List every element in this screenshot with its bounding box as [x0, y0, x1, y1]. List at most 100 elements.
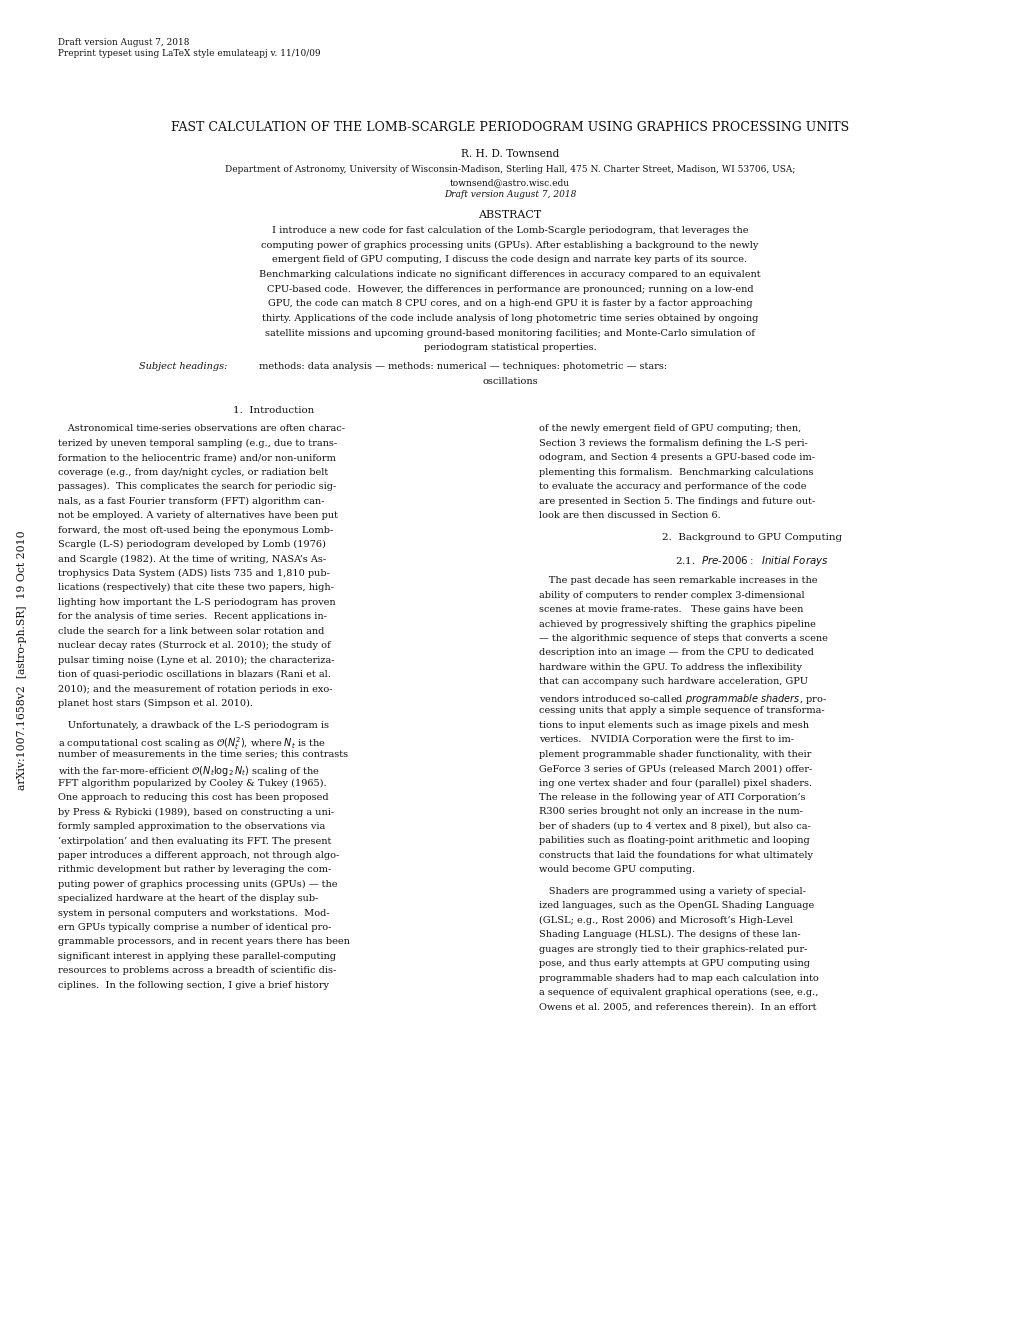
Text: planet host stars (Simpson et al. 2010).: planet host stars (Simpson et al. 2010). [58, 700, 253, 708]
Text: grammable processors, and in recent years there has been: grammable processors, and in recent year… [58, 937, 350, 946]
Text: with the far-more-efficient $\mathcal{O}(N_t \log_2 N_t)$ scaling of the: with the far-more-efficient $\mathcal{O}… [58, 764, 319, 777]
Text: Benchmarking calculations indicate no significant differences in accuracy compar: Benchmarking calculations indicate no si… [259, 269, 760, 279]
Text: lications (respectively) that cite these two papers, high-: lications (respectively) that cite these… [58, 583, 333, 593]
Text: 2.1.  $\it{Pre}$-$\it{2006:}$  $\it{Initial\ Forays}$: 2.1. $\it{Pre}$-$\it{2006:}$ $\it{Initia… [675, 554, 827, 569]
Text: R300 series brought not only an increase in the num-: R300 series brought not only an increase… [538, 808, 802, 816]
Text: R. H. D. Townsend: R. H. D. Townsend [461, 149, 558, 160]
Text: methods: data analysis — methods: numerical — techniques: photometric — stars:: methods: data analysis — methods: numeri… [259, 362, 666, 371]
Text: rithmic development but rather by leveraging the com-: rithmic development but rather by levera… [58, 865, 331, 874]
Text: pulsar timing noise (Lyne et al. 2010); the characteriza-: pulsar timing noise (Lyne et al. 2010); … [58, 656, 334, 665]
Text: (GLSL; e.g., Rost 2006) and Microsoft’s High-Level: (GLSL; e.g., Rost 2006) and Microsoft’s … [538, 916, 792, 925]
Text: I introduce a new code for fast calculation of the Lomb-Scargle periodogram, tha: I introduce a new code for fast calculat… [271, 226, 748, 235]
Text: Unfortunately, a drawback of the L-S periodogram is: Unfortunately, a drawback of the L-S per… [58, 721, 329, 730]
Text: Shading Language (HLSL). The designs of these lan-: Shading Language (HLSL). The designs of … [538, 931, 799, 940]
Text: Preprint typeset using LaTeX style emulateapj v. 11/10/09: Preprint typeset using LaTeX style emula… [58, 49, 320, 58]
Text: ern GPUs typically comprise a number of identical pro-: ern GPUs typically comprise a number of … [58, 923, 331, 932]
Text: FFT algorithm popularized by Cooley & Tukey (1965).: FFT algorithm popularized by Cooley & Tu… [58, 779, 326, 788]
Text: Subject headings:: Subject headings: [139, 362, 227, 371]
Text: puting power of graphics processing units (GPUs) — the: puting power of graphics processing unit… [58, 879, 337, 888]
Text: tion of quasi-periodic oscillations in blazars (Rani et al.: tion of quasi-periodic oscillations in b… [58, 671, 331, 680]
Text: CPU-based code.  However, the differences in performance are pronounced; running: CPU-based code. However, the differences… [266, 285, 753, 293]
Text: vendors introduced so-called $\it{programmable\ shaders}$, pro-: vendors introduced so-called $\it{progra… [538, 692, 825, 706]
Text: ability of computers to render complex 3-dimensional: ability of computers to render complex 3… [538, 590, 803, 599]
Text: nals, as a fast Fourier transform (FFT) algorithm can-: nals, as a fast Fourier transform (FFT) … [58, 496, 324, 506]
Text: computing power of graphics processing units (GPUs). After establishing a backgr: computing power of graphics processing u… [261, 240, 758, 249]
Text: oscillations: oscillations [482, 378, 537, 385]
Text: plement programmable shader functionality, with their: plement programmable shader functionalit… [538, 750, 810, 759]
Text: of the newly emergent field of GPU computing; then,: of the newly emergent field of GPU compu… [538, 425, 800, 433]
Text: system in personal computers and workstations.  Mod-: system in personal computers and worksta… [58, 908, 329, 917]
Text: scenes at movie frame-rates.   These gains have been: scenes at movie frame-rates. These gains… [538, 605, 802, 614]
Text: pose, and thus early attempts at GPU computing using: pose, and thus early attempts at GPU com… [538, 960, 809, 968]
Text: achieved by progressively shifting the graphics pipeline: achieved by progressively shifting the g… [538, 619, 814, 628]
Text: odogram, and Section 4 presents a GPU-based code im-: odogram, and Section 4 presents a GPU-ba… [538, 453, 814, 462]
Text: The release in the following year of ATI Corporation’s: The release in the following year of ATI… [538, 793, 804, 803]
Text: thirty. Applications of the code include analysis of long photometric time serie: thirty. Applications of the code include… [262, 314, 757, 323]
Text: 2010); and the measurement of rotation periods in exo-: 2010); and the measurement of rotation p… [58, 685, 332, 694]
Text: would become GPU computing.: would become GPU computing. [538, 865, 694, 874]
Text: that can accompany such hardware acceleration, GPU: that can accompany such hardware acceler… [538, 677, 807, 686]
Text: a computational cost scaling as $\mathcal{O}(N_t^2)$, where $N_t$ is the: a computational cost scaling as $\mathca… [58, 735, 326, 752]
Text: — the algorithmic sequence of steps that converts a scene: — the algorithmic sequence of steps that… [538, 634, 826, 643]
Text: Astronomical time-series observations are often charac-: Astronomical time-series observations ar… [58, 425, 344, 433]
Text: Scargle (L-S) periodogram developed by Lomb (1976): Scargle (L-S) periodogram developed by L… [58, 540, 326, 549]
Text: Department of Astronomy, University of Wisconsin-Madison, Sterling Hall, 475 N. : Department of Astronomy, University of W… [224, 165, 795, 174]
Text: FAST CALCULATION OF THE LOMB-SCARGLE PERIODOGRAM USING GRAPHICS PROCESSING UNITS: FAST CALCULATION OF THE LOMB-SCARGLE PER… [171, 121, 848, 135]
Text: guages are strongly tied to their graphics-related pur-: guages are strongly tied to their graphi… [538, 945, 806, 954]
Text: and Scargle (1982). At the time of writing, NASA’s As-: and Scargle (1982). At the time of writi… [58, 554, 326, 564]
Text: Owens et al. 2005, and references therein).  In an effort: Owens et al. 2005, and references therei… [538, 1003, 815, 1011]
Text: 2.  Background to GPU Computing: 2. Background to GPU Computing [661, 533, 841, 541]
Text: townsend@astro.wisc.edu: townsend@astro.wisc.edu [449, 178, 570, 187]
Text: by Press & Rybicki (1989), based on constructing a uni-: by Press & Rybicki (1989), based on cons… [58, 808, 334, 817]
Text: coverage (e.g., from day/night cycles, or radiation belt: coverage (e.g., from day/night cycles, o… [58, 467, 328, 477]
Text: The past decade has seen remarkable increases in the: The past decade has seen remarkable incr… [538, 576, 816, 585]
Text: periodogram statistical properties.: periodogram statistical properties. [423, 343, 596, 352]
Text: specialized hardware at the heart of the display sub-: specialized hardware at the heart of the… [58, 894, 318, 903]
Text: for the analysis of time series.  Recent applications in-: for the analysis of time series. Recent … [58, 612, 327, 622]
Text: clude the search for a link between solar rotation and: clude the search for a link between sola… [58, 627, 324, 636]
Text: resources to problems across a breadth of scientific dis-: resources to problems across a breadth o… [58, 966, 336, 975]
Text: ciplines.  In the following section, I give a brief history: ciplines. In the following section, I gi… [58, 981, 329, 990]
Text: cessing units that apply a simple sequence of transforma-: cessing units that apply a simple sequen… [538, 706, 823, 715]
Text: GeForce 3 series of GPUs (released March 2001) offer-: GeForce 3 series of GPUs (released March… [538, 764, 811, 774]
Text: emergent field of GPU computing, I discuss the code design and narrate key parts: emergent field of GPU computing, I discu… [272, 255, 747, 264]
Text: Shaders are programmed using a variety of special-: Shaders are programmed using a variety o… [538, 887, 805, 896]
Text: lighting how important the L-S periodogram has proven: lighting how important the L-S periodogr… [58, 598, 335, 607]
Text: forward, the most oft-used being the eponymous Lomb-: forward, the most oft-used being the epo… [58, 525, 333, 535]
Text: Section 3 reviews the formalism defining the L-S peri-: Section 3 reviews the formalism defining… [538, 438, 806, 447]
Text: not be employed. A variety of alternatives have been put: not be employed. A variety of alternativ… [58, 511, 338, 520]
Text: pabilities such as floating-point arithmetic and looping: pabilities such as floating-point arithm… [538, 837, 808, 845]
Text: look are then discussed in Section 6.: look are then discussed in Section 6. [538, 511, 719, 520]
Text: hardware within the GPU. To address the inflexibility: hardware within the GPU. To address the … [538, 663, 801, 672]
Text: GPU, the code can match 8 CPU cores, and on a high-end GPU it is faster by a fac: GPU, the code can match 8 CPU cores, and… [267, 300, 752, 309]
Text: vertices.   NVIDIA Corporation were the first to im-: vertices. NVIDIA Corporation were the fi… [538, 735, 793, 744]
Text: programmable shaders had to map each calculation into: programmable shaders had to map each cal… [538, 974, 817, 982]
Text: Draft version August 7, 2018: Draft version August 7, 2018 [58, 38, 190, 48]
Text: ABSTRACT: ABSTRACT [478, 210, 541, 220]
Text: terized by uneven temporal sampling (e.g., due to trans-: terized by uneven temporal sampling (e.g… [58, 438, 337, 447]
Text: to evaluate the accuracy and performance of the code: to evaluate the accuracy and performance… [538, 482, 805, 491]
Text: passages).  This complicates the search for periodic sig-: passages). This complicates the search f… [58, 482, 336, 491]
Text: ber of shaders (up to 4 vertex and 8 pixel), but also ca-: ber of shaders (up to 4 vertex and 8 pix… [538, 822, 809, 832]
Text: description into an image — from the CPU to dedicated: description into an image — from the CPU… [538, 648, 812, 657]
Text: 1.  Introduction: 1. Introduction [232, 407, 314, 414]
Text: a sequence of equivalent graphical operations (see, e.g.,: a sequence of equivalent graphical opera… [538, 989, 817, 997]
Text: formly sampled approximation to the observations via: formly sampled approximation to the obse… [58, 822, 325, 830]
Text: are presented in Section 5. The findings and future out-: are presented in Section 5. The findings… [538, 496, 814, 506]
Text: plementing this formalism.  Benchmarking calculations: plementing this formalism. Benchmarking … [538, 467, 812, 477]
Text: trophysics Data System (ADS) lists 735 and 1,810 pub-: trophysics Data System (ADS) lists 735 a… [58, 569, 330, 578]
Text: satellite missions and upcoming ground-based monitoring facilities; and Monte-Ca: satellite missions and upcoming ground-b… [265, 329, 754, 338]
Text: constructs that laid the foundations for what ultimately: constructs that laid the foundations for… [538, 851, 812, 859]
Text: ized languages, such as the OpenGL Shading Language: ized languages, such as the OpenGL Shadi… [538, 902, 813, 911]
Text: significant interest in applying these parallel-computing: significant interest in applying these p… [58, 952, 336, 961]
Text: tions to input elements such as image pixels and mesh: tions to input elements such as image pi… [538, 721, 808, 730]
Text: One approach to reducing this cost has been proposed: One approach to reducing this cost has b… [58, 793, 328, 803]
Text: Draft version August 7, 2018: Draft version August 7, 2018 [443, 190, 576, 199]
Text: arXiv:1007.1658v2  [astro-ph.SR]  19 Oct 2010: arXiv:1007.1658v2 [astro-ph.SR] 19 Oct 2… [17, 531, 28, 789]
Text: paper introduces a different approach, not through algo-: paper introduces a different approach, n… [58, 851, 339, 859]
Text: nuclear decay rates (Sturrock et al. 2010); the study of: nuclear decay rates (Sturrock et al. 201… [58, 642, 330, 651]
Text: ‘extirpolation’ and then evaluating its FFT. The present: ‘extirpolation’ and then evaluating its … [58, 837, 331, 846]
Text: formation to the heliocentric frame) and/or non-uniform: formation to the heliocentric frame) and… [58, 453, 335, 462]
Text: ing one vertex shader and four (parallel) pixel shaders.: ing one vertex shader and four (parallel… [538, 779, 811, 788]
Text: number of measurements in the time series; this contrasts: number of measurements in the time serie… [58, 750, 347, 759]
